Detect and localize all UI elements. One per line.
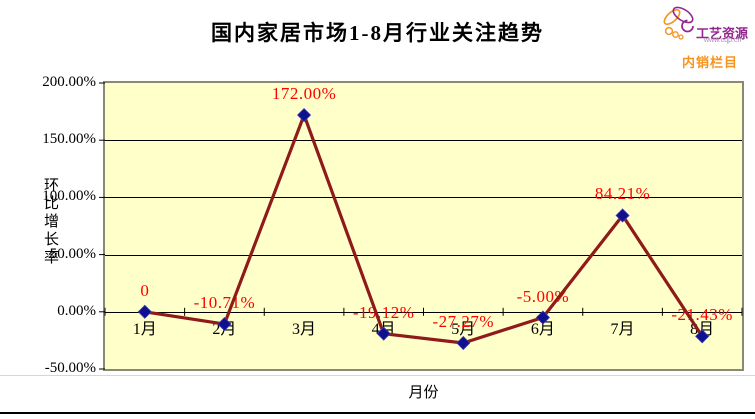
x-category-label: 1月 xyxy=(132,321,157,338)
logo-url-text: www.cqp.cn xyxy=(704,37,742,44)
logo-brand-text: 工艺资源 xyxy=(696,26,749,41)
divider-dark xyxy=(0,412,755,414)
gridline xyxy=(105,255,742,256)
divider-light xyxy=(0,375,755,376)
gridline xyxy=(105,140,742,141)
x-axis-title: 月份 xyxy=(408,385,439,401)
data-point-label: -21.43% xyxy=(671,305,733,325)
y-tick-label: 150.00% xyxy=(42,131,96,148)
data-point-label: 84.21% xyxy=(594,184,651,204)
butterfly-logo-icon xyxy=(663,6,694,40)
x-category-label: 2月 xyxy=(212,321,237,338)
data-point-label: -27.27% xyxy=(432,311,495,331)
y-tick-label: 50.00% xyxy=(49,245,96,262)
site-logo: 工艺资源 www.cqp.cn 内销栏目 xyxy=(660,3,755,73)
chart-title: 国内家居市场1-8月行业关注趋势 xyxy=(211,21,544,45)
data-point-label: -5.00% xyxy=(516,286,570,306)
y-tick-label: 200.00% xyxy=(42,74,96,90)
data-point-label: 172.00% xyxy=(271,84,337,104)
y-axis-title: 环比增长率 xyxy=(42,177,58,267)
y-tick-label: -50.00% xyxy=(44,360,96,376)
y-tick-label: 100.00% xyxy=(42,188,96,205)
x-category-label: 3月 xyxy=(292,321,317,338)
data-point-label: -10.71% xyxy=(193,293,256,313)
logo-tagline-text: 内销栏目 xyxy=(682,55,739,70)
y-tick-label: 0.00% xyxy=(57,302,96,319)
